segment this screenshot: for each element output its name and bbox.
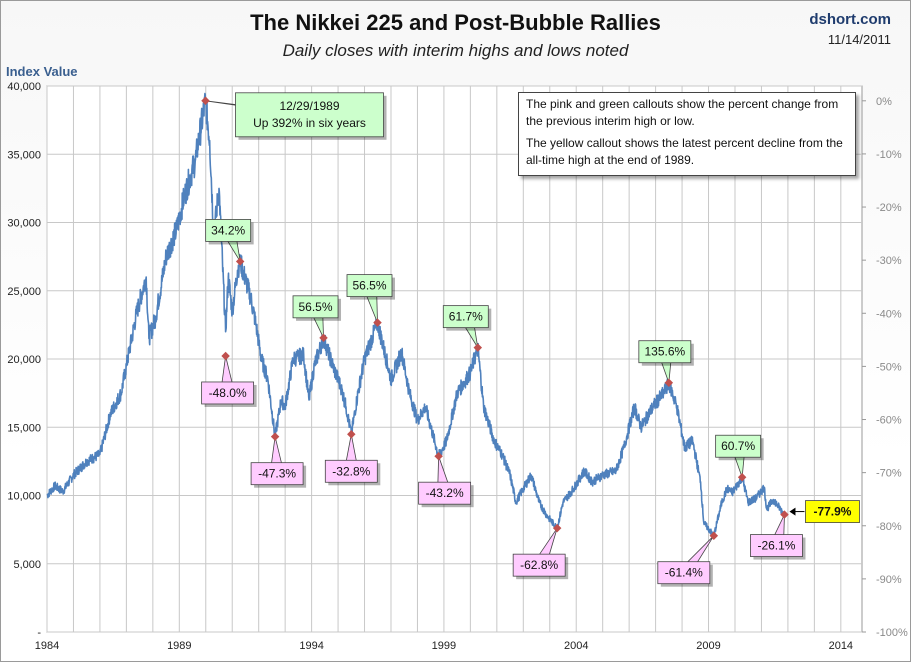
callout-label: -43.2% [426, 486, 464, 500]
y-tick-label: 10,000 [7, 491, 41, 503]
callout-label: 61.7% [449, 310, 483, 324]
right-tick-label: -30% [876, 255, 902, 267]
chart-subtitle: Daily closes with interim highs and lows… [282, 41, 629, 60]
chart-title: The Nikkei 225 and Post-Bubble Rallies [250, 10, 661, 35]
callout-label: -62.8% [520, 558, 558, 572]
callout-box [346, 274, 393, 298]
callout-box [418, 481, 472, 505]
right-tick-label: -10% [876, 149, 902, 161]
x-tick-label: 1989 [167, 640, 191, 652]
y-tick-label: 5,000 [13, 559, 41, 571]
interim-marker [319, 333, 328, 343]
y-tick-label: - [37, 627, 41, 639]
note-line-1: The pink and green callouts show the per… [526, 97, 839, 128]
interim-marker [552, 523, 562, 533]
right-tick-label: 0% [876, 96, 892, 108]
note-line-2: The yellow callout shows the latest perc… [526, 136, 843, 167]
callout-box [715, 434, 762, 458]
callout-label: 56.5% [352, 279, 386, 293]
right-tick-label: -80% [876, 521, 902, 533]
explanation-note: The pink and green callouts show the per… [518, 92, 856, 176]
x-tick-label: 2014 [829, 640, 853, 652]
interim-marker [473, 343, 483, 352]
latest-callout-label: -77.9% [813, 505, 851, 519]
interim-marker [270, 432, 280, 441]
callout-label: -26.1% [757, 539, 795, 553]
callout-label: 34.2% [211, 223, 245, 237]
right-tick-label: -50% [876, 361, 902, 373]
interim-marker [434, 451, 443, 461]
callout-label: 56.5% [299, 300, 333, 314]
right-tick-label: -20% [876, 202, 902, 214]
latest-arrow-head [789, 507, 796, 516]
x-tick-label: 2004 [564, 640, 588, 652]
callout-box [657, 561, 711, 585]
interim-marker [737, 472, 747, 482]
callout-label: 12/29/1989 [279, 99, 339, 113]
x-tick-label: 1984 [35, 640, 59, 652]
y-tick-label: 35,000 [7, 149, 41, 161]
callout-label: -61.4% [665, 566, 703, 580]
y-tick-label: 20,000 [7, 354, 41, 366]
interim-marker [780, 510, 789, 519]
callout-box [638, 340, 692, 364]
callout-label: -48.0% [209, 386, 247, 400]
right-tick-label: -90% [876, 574, 902, 586]
right-tick-label: -70% [876, 468, 902, 480]
callout-label-secondary: Up 392% in six years [253, 116, 366, 130]
right-tick-label: -40% [876, 308, 902, 320]
date-label: 11/14/2011 [827, 32, 891, 47]
callout-label: 60.7% [721, 439, 755, 453]
callout-label: -47.3% [258, 467, 296, 481]
interim-marker [235, 257, 245, 266]
callout-box [324, 459, 378, 483]
y-tick-label: 15,000 [7, 422, 41, 434]
callout-label: -32.8% [332, 464, 370, 478]
y-tick-label: 40,000 [7, 81, 41, 93]
x-tick-label: 2009 [696, 640, 720, 652]
interim-marker [221, 351, 230, 361]
interim-marker [664, 378, 674, 387]
interim-marker [373, 318, 382, 327]
callout-box [292, 295, 339, 319]
callout-box [512, 553, 566, 577]
callout-box [250, 462, 304, 486]
x-tick-label: 1994 [299, 640, 323, 652]
source-label: dshort.com [809, 11, 891, 28]
callout-label: 135.6% [644, 345, 685, 359]
callout-box [205, 219, 252, 242]
callout-box [750, 534, 803, 557]
interim-marker [709, 531, 719, 540]
y-axis-label: Index Value [6, 64, 78, 79]
x-tick-label: 1999 [432, 640, 456, 652]
right-tick-label: -100% [876, 627, 908, 639]
y-tick-label: 25,000 [7, 286, 41, 298]
latest-callout-box [805, 500, 860, 523]
y-tick-label: 30,000 [7, 218, 41, 230]
callout-box [201, 381, 255, 405]
interim-marker [347, 430, 356, 439]
nikkei-series-line [46, 92, 786, 537]
callout-box [235, 92, 384, 138]
right-tick-label: -60% [876, 415, 902, 427]
interim-marker [201, 96, 210, 106]
callout-box [442, 305, 489, 329]
